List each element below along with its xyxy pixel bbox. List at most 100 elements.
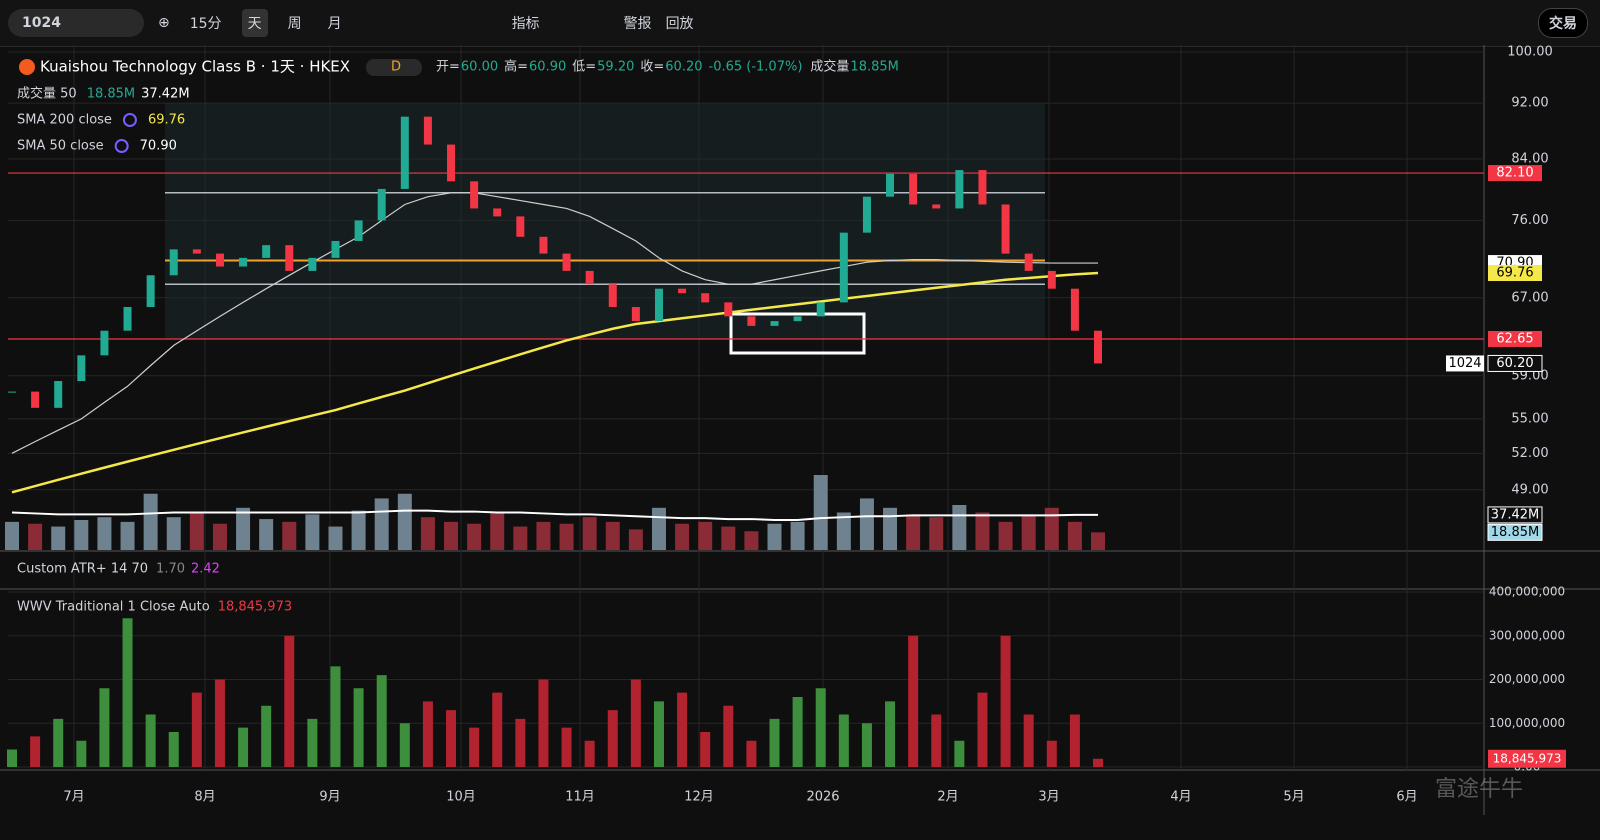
interval[interactable]: 天 — [241, 9, 268, 37]
wwv-bar — [700, 732, 711, 767]
ohlc-label: 收= — [640, 60, 664, 75]
interval[interactable]: 15分 — [189, 16, 222, 32]
interval[interactable]: 周 — [287, 16, 302, 32]
volume-bar — [790, 521, 805, 550]
volume-bar — [582, 517, 597, 550]
candle — [585, 270, 594, 285]
wwv-bar — [261, 705, 272, 767]
wwv-tick-label: 400,000,000 — [1489, 585, 1565, 599]
sma-line — [11, 192, 1098, 454]
wwv-bar — [954, 740, 965, 767]
ohlc-value: 60.00 — [461, 60, 498, 75]
candle — [839, 232, 848, 303]
toolbar-button[interactable]: 警报 — [623, 16, 652, 32]
wwv-bar — [1000, 635, 1011, 767]
x-tick-label: 10月 — [446, 790, 476, 805]
y-tick-label: 92.00 — [1511, 96, 1548, 111]
candle — [608, 284, 617, 308]
wwv-bar — [191, 692, 202, 767]
wwv-name: WWV Traditional 1 Close Auto — [17, 600, 210, 615]
candle — [470, 181, 479, 209]
volume-bar — [536, 521, 551, 550]
candle — [1070, 288, 1079, 331]
volume-bar — [166, 517, 181, 550]
wwv-bar — [908, 635, 919, 767]
wwv-bar — [769, 718, 780, 767]
y-tick-label: 49.00 — [1511, 482, 1548, 497]
candle — [1094, 330, 1102, 364]
sma-line — [11, 271, 1099, 494]
wwv-bar — [122, 618, 133, 767]
wwv-bar — [1023, 714, 1034, 767]
price-label: 62.65 — [1496, 331, 1533, 346]
indicator-name: 成交量 50 — [17, 86, 77, 102]
candle — [770, 321, 779, 326]
volume-bar — [605, 521, 620, 550]
price-label: 82.10 — [1496, 166, 1533, 181]
volume-bar — [998, 521, 1013, 550]
volume-bar — [1021, 514, 1036, 550]
wwv-bar — [861, 723, 872, 767]
candle — [1047, 270, 1056, 289]
toolbar-button[interactable]: 回放 — [665, 16, 694, 32]
volume-label: 37.42M — [1491, 507, 1539, 522]
wwv-bar — [53, 718, 64, 767]
volume-bar — [28, 523, 43, 550]
volume-bar — [97, 517, 112, 550]
interval[interactable]: 月 — [327, 16, 342, 32]
candle — [886, 173, 895, 197]
wwv-bar — [399, 723, 410, 767]
volume-bar — [952, 505, 967, 550]
trade-button[interactable]: 交易 — [1538, 8, 1588, 38]
volume-bar — [236, 507, 251, 550]
candle — [978, 170, 987, 205]
x-tick-label: 4月 — [1170, 790, 1191, 805]
volume-bar — [351, 510, 366, 550]
flag: D — [391, 60, 401, 75]
price-label-box — [1488, 265, 1542, 282]
symbol-tag: 1024 — [1448, 356, 1481, 371]
volume-bar — [628, 529, 643, 550]
ohlc-value: 60.90 — [529, 60, 566, 75]
candle — [678, 288, 687, 294]
volume-average — [11, 509, 1098, 521]
toolbar: 1024 ⊕ 15分 天 周 月 指标 警报 回放 交易 — [0, 0, 1600, 47]
volume-bar — [420, 517, 435, 550]
wwv-bar — [469, 727, 480, 767]
symbol-search[interactable]: 1024 — [8, 9, 144, 37]
candle — [955, 170, 964, 209]
y-tick-label: 84.00 — [1511, 152, 1548, 167]
wwv-bar — [214, 679, 225, 767]
volume-label-box — [1487, 523, 1543, 541]
candle — [262, 245, 271, 258]
wwv-bar — [145, 714, 156, 767]
wwv-bar — [1093, 758, 1103, 767]
toolbar-button[interactable]: 指标 — [511, 16, 540, 32]
wwv-bar — [977, 692, 988, 767]
x-tick-label: 9月 — [319, 790, 340, 805]
wwv-bar — [30, 736, 41, 767]
candle — [400, 116, 409, 189]
wwv-bar — [838, 714, 849, 767]
indicator-value: 70.90 — [140, 139, 177, 154]
volume-title: 成交量 — [810, 59, 849, 75]
volume-bar — [1067, 521, 1082, 550]
add-button[interactable]: ⊕ — [158, 15, 170, 31]
wwv-bar — [353, 688, 364, 767]
volume-bar — [328, 526, 343, 550]
candle — [447, 144, 456, 182]
wwv-bar — [723, 705, 734, 767]
volume-bar — [259, 519, 274, 550]
candle — [631, 307, 640, 322]
wwv-bar — [677, 692, 688, 767]
volume-bar — [813, 475, 828, 550]
y-tick-label: 100.00 — [1507, 45, 1553, 60]
wwv-bar — [99, 688, 110, 767]
price-label: 60.20 — [1496, 356, 1533, 371]
indicator-icon — [114, 139, 129, 153]
wwv-label-box — [1488, 749, 1566, 768]
candle — [1001, 204, 1010, 254]
candle — [793, 316, 802, 322]
atr-value: 1.70 — [156, 562, 185, 577]
volume-bar — [374, 498, 389, 550]
